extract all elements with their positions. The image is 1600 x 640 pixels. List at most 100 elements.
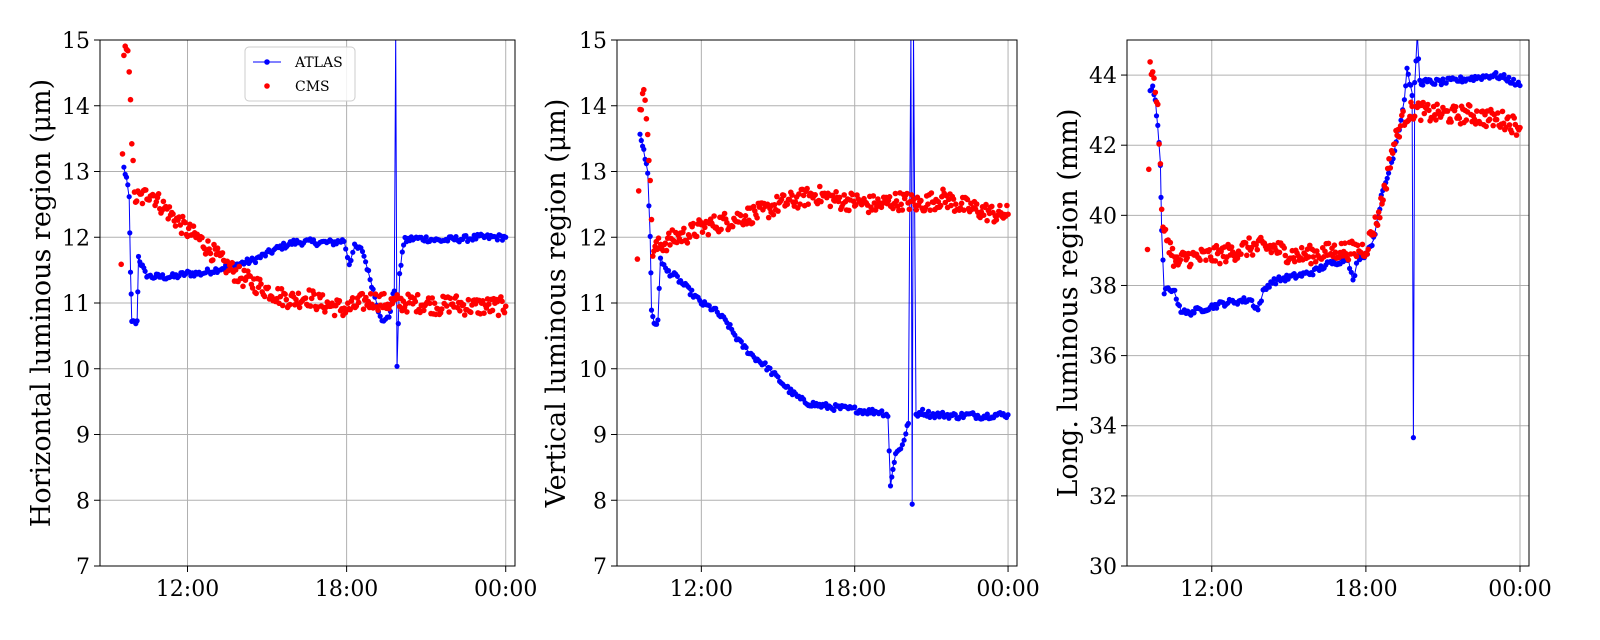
- data-point: [160, 198, 167, 205]
- data-point: [764, 201, 771, 208]
- legend-entry-atlas: ATLAS: [253, 55, 343, 71]
- data-point: [800, 192, 807, 199]
- data-point: [355, 299, 362, 306]
- data-point: [1474, 108, 1480, 114]
- data-point: [792, 199, 799, 205]
- y-axis-label: Vertical luminous region (μm): [541, 99, 572, 509]
- data-point: [381, 290, 387, 297]
- data-point: [1158, 206, 1165, 213]
- y-tick-label: 42: [1089, 134, 1117, 159]
- data-point: [502, 303, 509, 310]
- y-tick-label: 32: [1089, 485, 1117, 510]
- data-point: [1387, 165, 1394, 171]
- data-point: [1432, 81, 1438, 87]
- data-point: [1310, 254, 1317, 260]
- data-point: [119, 151, 126, 157]
- data-point: [360, 306, 367, 313]
- y-tick-label: 15: [62, 29, 90, 54]
- data-point: [224, 258, 231, 265]
- data-point: [133, 198, 140, 204]
- data-point: [1400, 108, 1406, 115]
- data-point: [656, 285, 662, 291]
- data-point: [1173, 296, 1179, 302]
- data-point: [1374, 222, 1381, 228]
- data-point: [344, 254, 351, 261]
- data-point: [1308, 260, 1314, 267]
- data-point: [125, 182, 131, 188]
- data-point: [983, 201, 989, 208]
- data-point: [1331, 242, 1338, 248]
- data-point: [1214, 305, 1220, 311]
- data-point: [457, 308, 463, 314]
- data-point: [892, 190, 899, 197]
- data-point: [648, 307, 655, 313]
- data-point: [265, 284, 272, 291]
- data-point: [829, 192, 836, 199]
- data-point: [827, 203, 834, 210]
- data-point: [211, 241, 217, 248]
- data-point: [125, 47, 131, 54]
- data-point: [925, 201, 931, 207]
- data-point: [446, 309, 452, 315]
- data-point: [784, 201, 791, 208]
- y-tick-label: 7: [76, 555, 90, 580]
- data-point: [178, 230, 185, 237]
- data-point: [642, 97, 648, 103]
- data-point: [135, 253, 142, 260]
- data-point: [166, 204, 173, 210]
- axes-frame: [1126, 39, 1530, 567]
- data-point: [743, 344, 749, 351]
- data-point: [893, 198, 900, 204]
- data-point: [885, 413, 891, 419]
- data-point: [1156, 141, 1162, 147]
- data-point: [293, 296, 299, 303]
- y-tick-label: 13: [62, 161, 90, 186]
- data-point: [804, 185, 810, 192]
- data-point: [1176, 303, 1182, 309]
- data-point: [684, 240, 691, 246]
- y-tick-label: 7: [593, 555, 607, 580]
- data-point: [257, 276, 263, 283]
- data-point: [397, 271, 403, 277]
- data-point: [214, 245, 221, 251]
- data-point: [295, 290, 302, 297]
- data-point: [805, 201, 811, 207]
- data-point: [1375, 209, 1382, 215]
- data-point: [331, 312, 338, 319]
- data-point: [343, 246, 349, 252]
- data-point: [127, 230, 133, 236]
- data-point: [1495, 110, 1501, 116]
- data-point: [1158, 194, 1164, 200]
- x-tick-label: 18:00: [315, 577, 378, 602]
- series-cms: [634, 86, 1011, 262]
- series-cms: [1144, 59, 1523, 270]
- data-point: [447, 295, 454, 302]
- data-point: [849, 191, 856, 198]
- data-point: [283, 296, 290, 303]
- data-point: [1238, 251, 1244, 257]
- data-point: [349, 295, 356, 301]
- data-point: [1352, 273, 1358, 279]
- data-point: [1273, 281, 1279, 287]
- data-point: [219, 250, 226, 256]
- data-point: [650, 253, 656, 259]
- data-point: [1162, 226, 1169, 233]
- data-point: [503, 234, 509, 240]
- data-point: [1342, 240, 1348, 246]
- series-atlas: [1147, 40, 1523, 441]
- data-point: [1372, 214, 1378, 220]
- data-point: [278, 286, 285, 292]
- series-line: [1149, 40, 1521, 440]
- data-point: [1517, 124, 1523, 131]
- data-point: [846, 207, 852, 214]
- data-point: [887, 483, 894, 489]
- data-point: [1160, 257, 1166, 263]
- data-point: [721, 210, 728, 217]
- plot-area: [118, 40, 509, 369]
- data-point: [1380, 197, 1386, 203]
- data-point: [460, 301, 467, 308]
- data-point: [644, 131, 651, 138]
- data-point: [749, 220, 756, 226]
- data-point: [1364, 251, 1370, 257]
- data-point: [130, 157, 136, 164]
